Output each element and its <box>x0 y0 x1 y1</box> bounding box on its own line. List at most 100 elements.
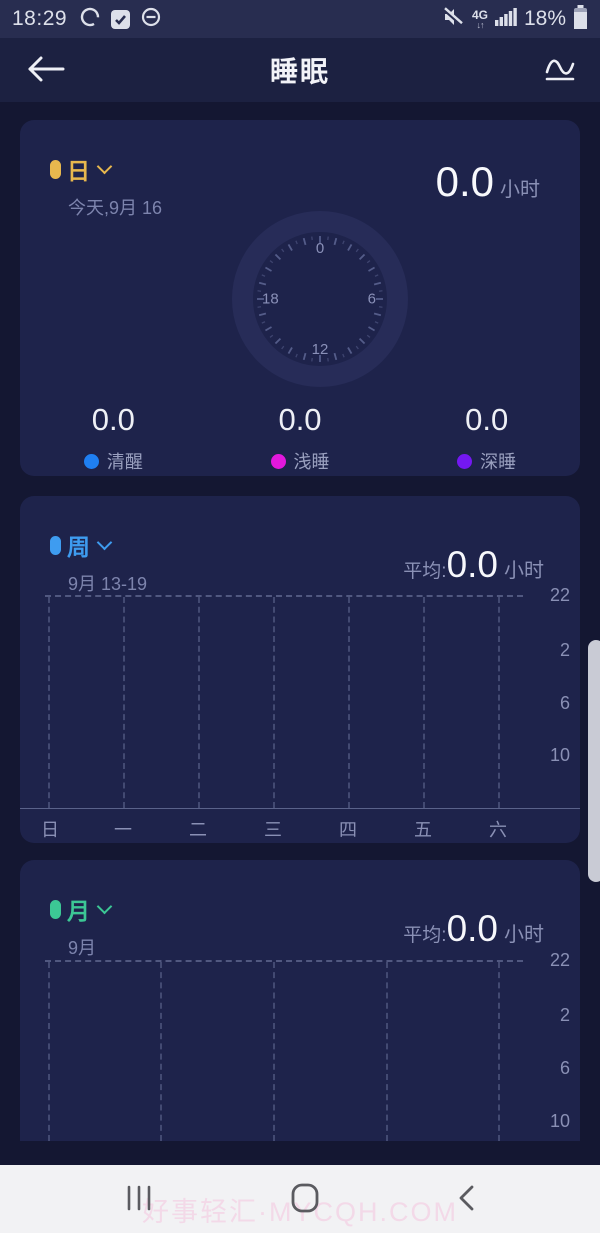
deep-sleep-label: 深睡 <box>480 452 517 472</box>
month-avg-label: 平均: <box>403 925 447 946</box>
week-sleep-card: 周 9月 13-19 平均: 0.0 小时 22 2 6 10 日 一 <box>20 496 580 843</box>
awake-label: 清醒 <box>106 452 143 472</box>
scrollbar[interactable] <box>588 640 600 882</box>
y-tick-label: 10 <box>549 1111 570 1131</box>
trend-chart-button[interactable] <box>540 50 580 91</box>
month-sleep-card: 月 9月 平均: 0.0 小时 22 2 6 10 <box>20 860 580 1141</box>
light-sleep-value: 0.0 <box>278 402 322 437</box>
back-chevron-icon <box>456 1185 476 1215</box>
x-tick-label: 一 <box>114 820 132 840</box>
month-gridline <box>160 962 162 1141</box>
recents-button[interactable] <box>118 1179 160 1220</box>
home-button[interactable] <box>283 1176 327 1223</box>
month-period-label: 月 <box>67 898 90 924</box>
y-tick-label: 2 <box>559 640 570 660</box>
y-tick-label: 22 <box>549 950 570 970</box>
month-avg-unit: 小时 <box>504 924 544 946</box>
clock-label-0: 0 <box>315 240 325 257</box>
y-tick-label: 10 <box>549 745 570 765</box>
signal-bars-icon <box>494 7 517 31</box>
week-gridline <box>123 597 125 808</box>
week-gridline <box>423 597 425 808</box>
x-tick-label: 日 <box>41 820 59 840</box>
stat-deep-sleep: 0.0 深睡 <box>393 402 580 474</box>
trend-curve-icon <box>544 59 576 87</box>
week-gridline <box>498 597 500 808</box>
chevron-down-icon <box>96 158 113 174</box>
clock-label-18: 18 <box>262 290 279 308</box>
month-gridline <box>498 962 500 1141</box>
status-bar: 18:29 4G ↓↑ 18% <box>0 0 600 38</box>
y-tick-label: 6 <box>559 1058 570 1078</box>
month-date-label: 9月 <box>68 938 97 958</box>
home-icon <box>289 1183 321 1217</box>
sync-loop-icon <box>79 6 101 33</box>
clock-label-6: 6 <box>367 290 376 308</box>
month-gridline <box>273 962 275 1141</box>
month-gridline <box>386 962 388 1141</box>
week-period-label: 周 <box>67 534 90 560</box>
week-period-selector[interactable]: 周 <box>50 528 147 562</box>
week-x-axis <box>20 808 580 809</box>
day-pill-icon <box>50 159 61 179</box>
week-pill-icon <box>50 535 61 555</box>
week-gridline <box>48 597 50 808</box>
day-period-label: 日 <box>67 158 90 184</box>
checkbox-notification-icon <box>111 9 131 29</box>
sleep-clock-dial: 0 6 12 18 <box>232 211 408 387</box>
x-tick-label: 六 <box>489 820 507 840</box>
y-tick-label: 6 <box>559 693 570 713</box>
month-pill-icon <box>50 899 61 919</box>
deep-sleep-value: 0.0 <box>465 402 509 437</box>
back-arrow-icon <box>24 56 66 86</box>
awake-value: 0.0 <box>91 402 135 437</box>
x-tick-label: 二 <box>189 820 207 840</box>
back-button[interactable] <box>20 51 70 90</box>
watermark-text: 好事轻汇·MYCQH.COM <box>142 1197 458 1227</box>
do-not-disturb-icon <box>140 6 162 33</box>
day-period-selector[interactable]: 日 <box>50 152 162 186</box>
battery-icon <box>573 4 588 34</box>
clock-label-12: 12 <box>311 341 329 358</box>
android-nav-bar <box>0 1165 600 1233</box>
week-gridline <box>348 597 350 808</box>
x-tick-label: 三 <box>264 820 282 840</box>
y-tick-label: 22 <box>549 585 570 605</box>
network-4g-icon: 4G ↓↑ <box>471 7 488 30</box>
recents-icon <box>124 1185 154 1214</box>
gridline-22h <box>45 595 523 597</box>
back-nav-button[interactable] <box>450 1178 482 1221</box>
week-avg-label: 平均: <box>403 561 447 582</box>
week-gridline <box>198 597 200 808</box>
week-avg-value: 0.0 <box>446 544 498 585</box>
status-time: 18:29 <box>12 7 68 30</box>
mute-icon <box>441 5 465 34</box>
day-total-unit: 小时 <box>500 179 540 201</box>
y-tick-label: 2 <box>559 1005 570 1025</box>
x-tick-label: 五 <box>414 820 432 840</box>
week-gridline <box>273 597 275 808</box>
deep-sleep-dot-icon <box>457 453 473 469</box>
battery-percent-label: 18% <box>523 7 566 30</box>
sleep-stats-row: 0.0 清醒 0.0 浅睡 0.0 深睡 <box>20 402 580 474</box>
stat-awake: 0.0 清醒 <box>20 402 207 474</box>
stat-light-sleep: 0.0 浅睡 <box>207 402 394 474</box>
awake-dot-icon <box>83 453 99 469</box>
day-total-value: 0.0 <box>435 158 494 205</box>
chevron-down-icon <box>96 534 113 550</box>
day-sleep-card: 日 今天,9月 16 0.0 小时 0 6 12 18 0.0 清醒 <box>20 120 580 476</box>
light-sleep-dot-icon <box>270 453 286 469</box>
app-header: 睡眠 <box>0 38 600 102</box>
week-range-label: 9月 13-19 <box>68 574 148 594</box>
month-gridline <box>48 962 50 1141</box>
week-avg-unit: 小时 <box>504 560 544 582</box>
chevron-down-icon <box>96 898 113 914</box>
light-sleep-label: 浅睡 <box>293 452 330 472</box>
clock-ticks <box>257 236 383 362</box>
page-title: 睡眠 <box>269 56 330 87</box>
month-period-selector[interactable]: 月 <box>50 892 113 926</box>
month-avg-value: 0.0 <box>446 908 498 949</box>
gridline-22h <box>45 960 523 962</box>
x-tick-label: 四 <box>339 820 357 840</box>
